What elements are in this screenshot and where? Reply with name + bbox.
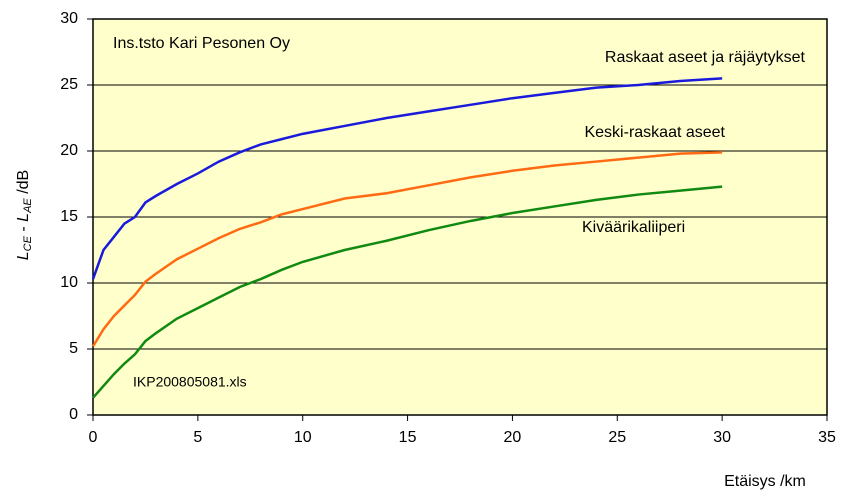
series-label: Keski-raskaat aseet [584, 124, 725, 141]
x-tick-label: 30 [713, 429, 731, 446]
x-tick-label: 35 [818, 429, 836, 446]
y-tick-label: 20 [60, 142, 78, 159]
x-tick-label: 5 [193, 429, 202, 446]
y-axis-label: LCE - LAE /dB [15, 170, 34, 260]
y-axis-label-part: L [15, 251, 32, 260]
annotation: Ins.tsto Kari Pesonen Oy [113, 35, 290, 52]
y-tick-label: 10 [60, 274, 78, 291]
y-tick-label: 5 [69, 340, 78, 357]
x-axis-label: Etäisys /km [724, 473, 806, 490]
series-line [92, 185, 723, 399]
y-axis-label-part: - [15, 222, 32, 236]
x-tick-label: 10 [294, 429, 312, 446]
y-tick-label: 15 [60, 208, 78, 225]
series-label: Raskaat aseet ja räjäytykset [605, 49, 806, 66]
x-tick-label: 20 [504, 429, 522, 446]
y-tick-label: 30 [60, 10, 78, 27]
y-axis-label-part: AE [22, 198, 34, 214]
annotation: IKP200805081.xls [133, 374, 247, 390]
series-line [91, 151, 723, 348]
y-axis-label-part: L [15, 213, 32, 222]
y-tick-label: 25 [60, 76, 78, 93]
series-label: Kiväärikaliiperi [582, 219, 685, 236]
x-tick-label: 25 [608, 429, 626, 446]
y-axis-label-part: /dB [15, 170, 32, 198]
y-axis-label-part: CE [22, 235, 34, 251]
x-tick-label: 0 [89, 429, 98, 446]
y-tick-label: 0 [69, 406, 78, 423]
series-line [91, 77, 723, 280]
x-tick-label: 15 [399, 429, 417, 446]
